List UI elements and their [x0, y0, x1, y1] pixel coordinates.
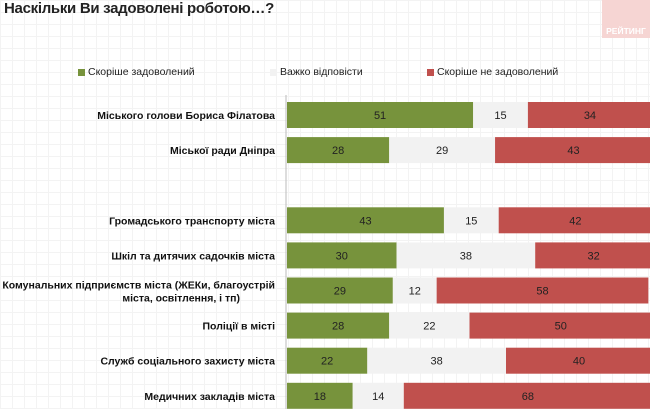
- data-label: 34: [584, 110, 596, 122]
- bar-segment: [287, 382, 353, 409]
- data-label: 12: [409, 286, 421, 298]
- data-label: 22: [423, 321, 435, 333]
- data-label: 30: [336, 250, 348, 262]
- data-label: 51: [374, 110, 386, 122]
- legend-swatch-hard-to-say: [270, 68, 277, 76]
- bar-segment: [498, 207, 650, 234]
- legend-item-not-satisfied: Скоріше не задоволений: [427, 66, 558, 78]
- legend-label: Скоріше не задоволений: [437, 66, 559, 78]
- bar-segment: [287, 242, 397, 269]
- category-label: Служб соціального захисту міста: [100, 356, 275, 368]
- legend-label: Важко відповісти: [280, 66, 363, 78]
- bar-segment: [287, 207, 444, 234]
- bar-segment: [392, 277, 437, 304]
- bar-segment: [469, 312, 650, 339]
- legend-label: Скоріше задоволений: [88, 66, 195, 78]
- data-label: 15: [494, 110, 506, 122]
- bar-segment: [367, 347, 506, 374]
- data-label: 18: [314, 391, 326, 403]
- data-label: 28: [332, 145, 344, 157]
- category-label: Міської ради Дніпра: [170, 145, 275, 157]
- bar-segment: [287, 102, 474, 128]
- category-label: Поліції в місті: [203, 321, 276, 333]
- legend-item-satisfied: Скоріше задоволений: [78, 66, 195, 78]
- category-label: Шкіл та дитячих садочків міста: [111, 250, 275, 262]
- data-label: 58: [536, 286, 548, 298]
- category-label: Комунальних підприємств міста (ЖЕКи, бла…: [2, 280, 275, 305]
- legend-swatch-not-satisfied: [427, 68, 434, 76]
- bar-segment: [527, 102, 650, 128]
- bar-segment: [389, 312, 470, 339]
- category-label: Громадського транспорту міста: [109, 215, 275, 227]
- legend-item-hard-to-say: Важко відповісти: [270, 66, 363, 78]
- bar-segment: [535, 242, 650, 269]
- rating-logo: РЕЙТИНГ: [602, 0, 650, 38]
- data-label: 15: [465, 215, 477, 227]
- bar-segment: [352, 382, 404, 409]
- data-label: 22: [321, 356, 333, 368]
- data-label: 14: [372, 391, 384, 403]
- data-label: 38: [460, 250, 472, 262]
- category-label: Медичних закладів міста: [144, 391, 275, 403]
- category-label: Міського голови Бориса Філатова: [97, 110, 275, 122]
- logo-text: РЕЙТИНГ: [606, 26, 646, 36]
- bar-segment: [495, 137, 650, 164]
- data-label: 68: [522, 391, 534, 403]
- bar-segment: [287, 277, 393, 304]
- data-label: 42: [569, 215, 581, 227]
- data-label: 32: [587, 250, 599, 262]
- bar-segment: [287, 137, 390, 164]
- legend-swatch-satisfied: [78, 68, 85, 76]
- chart-title: Наскільки Ви задоволені роботою…?: [4, 0, 274, 17]
- data-label: 29: [436, 145, 448, 157]
- bar-segment: [403, 382, 650, 409]
- bar-segment: [287, 347, 368, 374]
- bar-segment: [436, 277, 649, 304]
- data-label: 38: [431, 356, 443, 368]
- bar-segment: [506, 347, 650, 374]
- data-label: 28: [332, 321, 344, 333]
- bar-segment: [473, 102, 528, 128]
- bar-segment: [443, 207, 499, 234]
- bar-segment: [396, 242, 536, 269]
- bar-segment: [389, 137, 496, 164]
- data-label: 40: [573, 356, 585, 368]
- bar-segment: [287, 312, 390, 339]
- data-label: 43: [359, 215, 371, 227]
- data-label: 50: [555, 321, 567, 333]
- data-label: 43: [567, 145, 579, 157]
- data-label: 29: [334, 286, 346, 298]
